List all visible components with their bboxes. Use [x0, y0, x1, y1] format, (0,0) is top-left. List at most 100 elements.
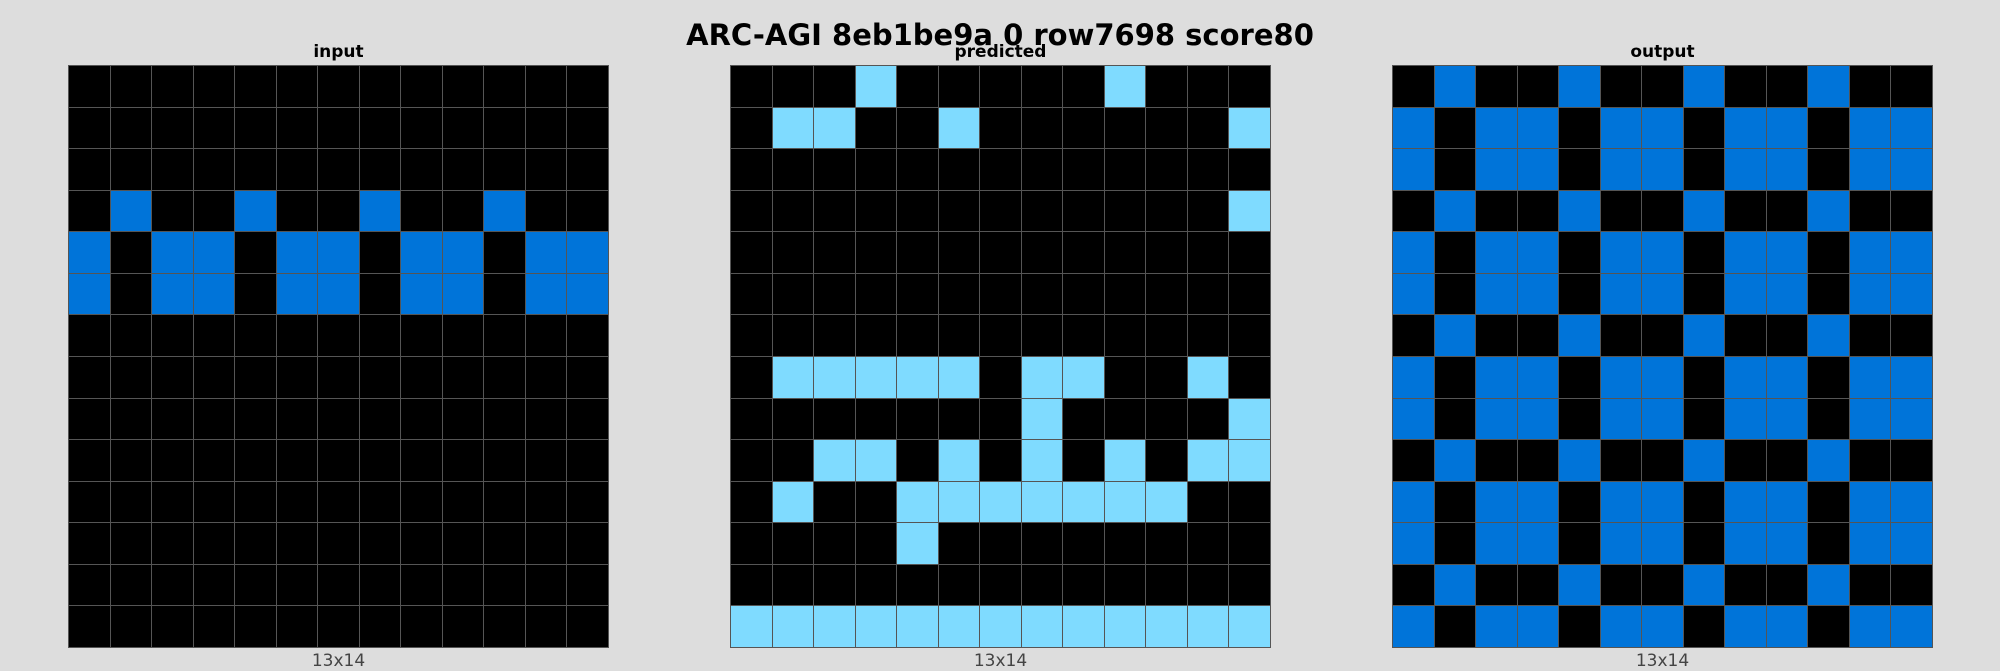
grid-cell: [1766, 357, 1808, 398]
figure-title: ARC-AGI 8eb1be9a 0 row7698 score80: [686, 18, 1314, 52]
grid-cell: [772, 440, 814, 481]
grid-cell: [525, 440, 567, 481]
grid-cell: [1229, 357, 1270, 398]
grid-cell: [1063, 107, 1104, 149]
grid-cell: [1476, 564, 1517, 606]
grid-cell: [525, 357, 567, 398]
grid-cell: [110, 232, 152, 273]
grid-cell: [1146, 523, 1187, 564]
grid-cell: [484, 481, 525, 523]
grid-cell: [1187, 606, 1229, 647]
grid-cell: [276, 273, 318, 315]
grid-cell: [980, 357, 1021, 398]
grid-cell: [1725, 357, 1766, 398]
grid-cell: [1476, 107, 1517, 149]
grid-cell: [897, 190, 938, 232]
grid-cell: [938, 273, 980, 315]
grid-cell: [1434, 440, 1476, 481]
grid-cell: [1808, 398, 1849, 440]
grid-cell: [1104, 357, 1146, 398]
grid-cell: [1517, 273, 1559, 315]
grid-cell: [69, 315, 110, 356]
grid-cell: [1146, 273, 1187, 315]
grid-cell: [897, 481, 938, 523]
grid-cell: [1891, 523, 1932, 564]
grid-cell: [442, 523, 484, 564]
grid-cell: [814, 481, 855, 523]
grid-cell: [1725, 66, 1766, 107]
grid-cell: [1063, 190, 1104, 232]
grid-cell: [401, 481, 442, 523]
grid-cell: [731, 66, 772, 107]
grid-cell: [1021, 440, 1063, 481]
grid-cell: [1808, 606, 1849, 647]
grid-cell: [1393, 440, 1434, 481]
grid-cell: [442, 564, 484, 606]
predicted-panel: predicted 13x14: [730, 40, 1271, 671]
grid-cell: [1600, 357, 1642, 398]
grid-cell: [110, 190, 152, 232]
grid-cell: [69, 190, 110, 232]
grid-cell: [442, 606, 484, 647]
grid-cell: [1517, 232, 1559, 273]
grid-cell: [1146, 440, 1187, 481]
grid-cell: [1146, 606, 1187, 647]
grid-cell: [938, 564, 980, 606]
grid-cell: [1683, 564, 1725, 606]
grid-cell: [525, 149, 567, 190]
grid-cell: [1600, 398, 1642, 440]
grid-cell: [1063, 606, 1104, 647]
grid-cell: [1849, 315, 1891, 356]
grid-cell: [897, 273, 938, 315]
grid-cell: [1229, 66, 1270, 107]
grid-cell: [69, 523, 110, 564]
grid-cell: [1559, 481, 1600, 523]
grid-cell: [1104, 107, 1146, 149]
grid-cell: [110, 107, 152, 149]
grid-cell: [69, 66, 110, 107]
grid-cell: [1104, 606, 1146, 647]
grid-cell: [980, 440, 1021, 481]
grid-cell: [897, 606, 938, 647]
grid-cell: [359, 107, 401, 149]
grid-cell: [1600, 273, 1642, 315]
grid-cell: [1766, 149, 1808, 190]
grid-cell: [814, 357, 855, 398]
grid-cell: [1725, 564, 1766, 606]
grid-cell: [814, 107, 855, 149]
grid-cell: [318, 606, 359, 647]
grid-cell: [359, 315, 401, 356]
grid-cell: [1559, 273, 1600, 315]
grid-cell: [235, 315, 276, 356]
grid-cell: [1849, 107, 1891, 149]
grid-cell: [1808, 315, 1849, 356]
grid-cell: [938, 149, 980, 190]
grid-cell: [152, 232, 193, 273]
grid-cell: [772, 66, 814, 107]
grid-cell: [442, 66, 484, 107]
grid-cell: [1891, 440, 1932, 481]
grid-cell: [980, 481, 1021, 523]
grid-cell: [1434, 149, 1476, 190]
grid-cell: [1808, 232, 1849, 273]
grid-cell: [1849, 149, 1891, 190]
grid-cell: [276, 440, 318, 481]
grid-cell: [772, 481, 814, 523]
grid-cell: [442, 107, 484, 149]
grid-cell: [938, 440, 980, 481]
grid-cell: [1517, 107, 1559, 149]
grid-cell: [1393, 273, 1434, 315]
grid-cell: [359, 606, 401, 647]
grid-cell: [1063, 398, 1104, 440]
grid-cell: [1146, 481, 1187, 523]
grid-cell: [235, 440, 276, 481]
grid-cell: [1725, 107, 1766, 149]
grid-cell: [193, 398, 235, 440]
grid-cell: [1021, 481, 1063, 523]
grid-cell: [1434, 315, 1476, 356]
grid-cell: [1146, 398, 1187, 440]
grid-cell: [1683, 273, 1725, 315]
grid-cell: [1642, 481, 1683, 523]
grid-cell: [567, 190, 608, 232]
grid-cell: [1642, 564, 1683, 606]
